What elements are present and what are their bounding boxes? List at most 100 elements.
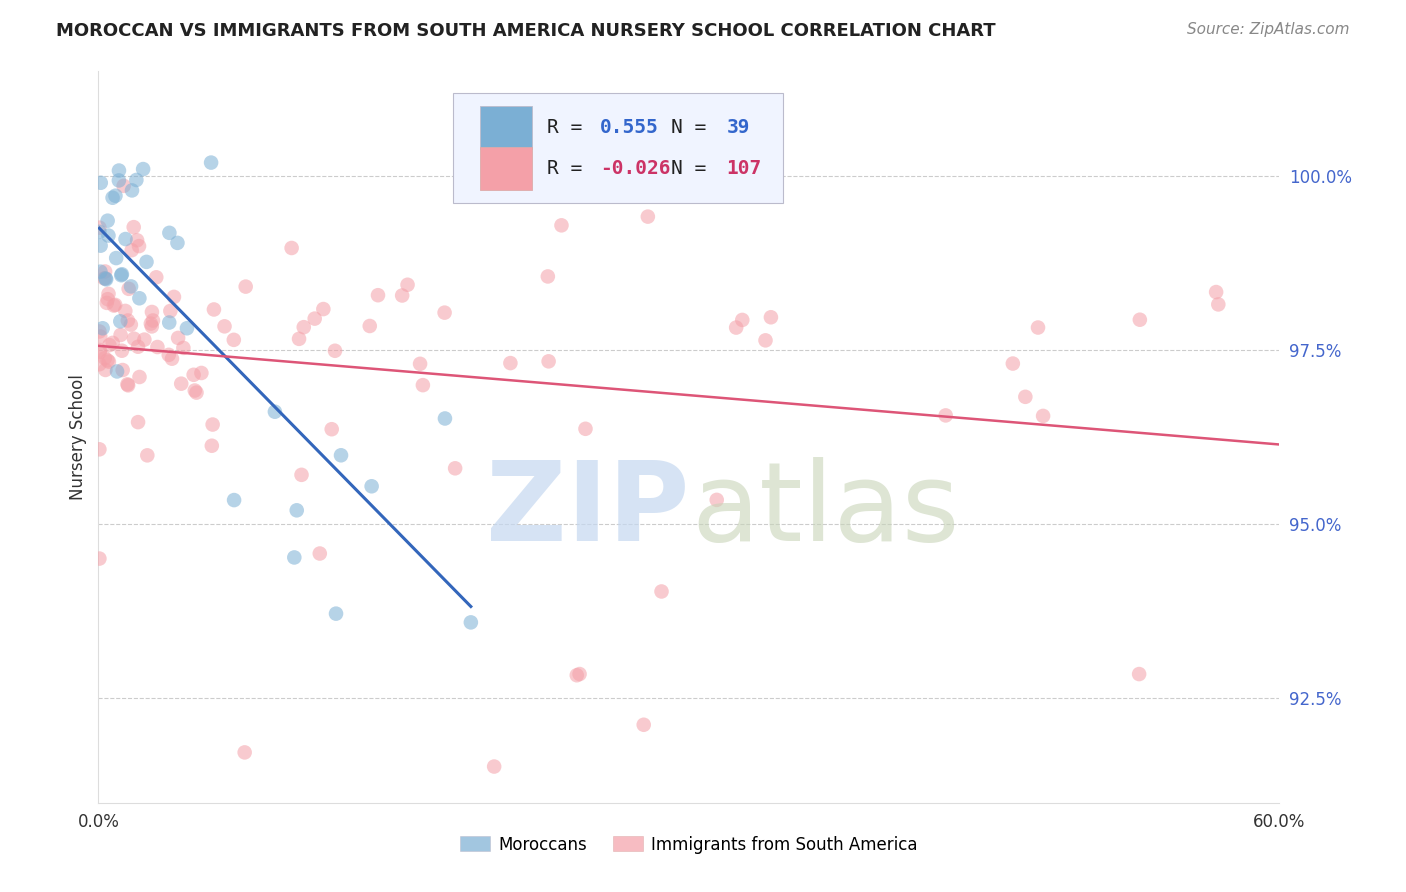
Point [127, 233, 149, 247]
Point [409, 357, 432, 371]
Point [110, 328, 132, 343]
Point [89, 220, 111, 235]
Point [108, 163, 131, 178]
Point [89, 225, 111, 239]
Point [117, 377, 139, 392]
Point [94, 351, 117, 366]
Point [104, 188, 127, 202]
Point [759, 310, 782, 325]
Point [135, 255, 157, 269]
Point [482, 759, 505, 773]
Point [108, 173, 131, 187]
Point [91, 321, 114, 335]
Point [754, 334, 776, 348]
Point [330, 448, 353, 462]
Text: ZIP: ZIP [485, 457, 689, 564]
Point [111, 267, 134, 281]
Point [111, 343, 134, 358]
Point [1032, 409, 1054, 423]
Point [1001, 357, 1024, 371]
Point [935, 409, 957, 423]
Point [200, 155, 222, 169]
Point [141, 319, 163, 334]
Point [114, 232, 136, 246]
Legend: Moroccans, Immigrants from South America: Moroccans, Immigrants from South America [454, 829, 924, 860]
Point [141, 305, 163, 319]
Point [125, 173, 148, 187]
Point [1026, 320, 1049, 334]
Point [176, 321, 198, 335]
Point [97, 228, 120, 243]
Point [184, 384, 207, 398]
Point [170, 376, 193, 391]
Point [105, 251, 128, 265]
Point [312, 301, 335, 316]
Point [96, 353, 118, 368]
Point [637, 210, 659, 224]
Point [89, 442, 111, 457]
Point [121, 183, 143, 197]
Point [122, 332, 145, 346]
Point [323, 343, 346, 358]
Point [94, 272, 117, 286]
Point [98, 338, 121, 352]
Text: MOROCCAN VS IMMIGRANTS FROM SOUTH AMERICA NURSERY SCHOOL CORRELATION CHART: MOROCCAN VS IMMIGRANTS FROM SOUTH AMERIC… [56, 22, 995, 40]
Point [128, 291, 150, 305]
Point [433, 411, 456, 425]
Point [97, 355, 120, 369]
Point [146, 340, 169, 354]
Point [89, 357, 111, 371]
Point [142, 313, 165, 327]
Point [222, 493, 245, 508]
Text: 0.555: 0.555 [600, 118, 659, 137]
Point [145, 270, 167, 285]
Point [94, 264, 117, 278]
FancyBboxPatch shape [479, 147, 531, 190]
Point [201, 439, 224, 453]
Point [157, 316, 180, 330]
Point [396, 277, 419, 292]
Point [1129, 312, 1152, 326]
Text: atlas: atlas [692, 457, 960, 564]
Point [117, 313, 139, 327]
Point [120, 318, 142, 332]
Point [97, 213, 120, 227]
Point [731, 313, 754, 327]
Point [132, 162, 155, 177]
Point [128, 239, 150, 253]
Text: -0.026: -0.026 [600, 159, 671, 178]
Point [537, 354, 560, 368]
Point [97, 286, 120, 301]
Point [104, 298, 127, 312]
Point [360, 479, 382, 493]
Point [290, 467, 312, 482]
Point [127, 415, 149, 429]
Point [127, 340, 149, 354]
Point [114, 304, 136, 318]
Point [166, 235, 188, 250]
Point [202, 302, 225, 317]
Point [283, 550, 305, 565]
Point [97, 292, 120, 306]
Point [285, 503, 308, 517]
Point [136, 448, 159, 462]
Point [90, 176, 112, 190]
Point [183, 368, 205, 382]
Point [122, 220, 145, 235]
Text: N =: N = [671, 118, 718, 137]
Point [159, 304, 181, 318]
Point [110, 314, 132, 328]
Point [222, 333, 245, 347]
Point [110, 268, 132, 283]
Point [1014, 390, 1036, 404]
Point [186, 385, 208, 400]
Point [292, 320, 315, 334]
Text: 39: 39 [727, 118, 751, 137]
Text: Source: ZipAtlas.com: Source: ZipAtlas.com [1187, 22, 1350, 37]
Point [235, 279, 257, 293]
Point [112, 178, 135, 193]
Point [120, 279, 142, 293]
Point [650, 584, 672, 599]
Point [121, 243, 143, 257]
Point [367, 288, 389, 302]
